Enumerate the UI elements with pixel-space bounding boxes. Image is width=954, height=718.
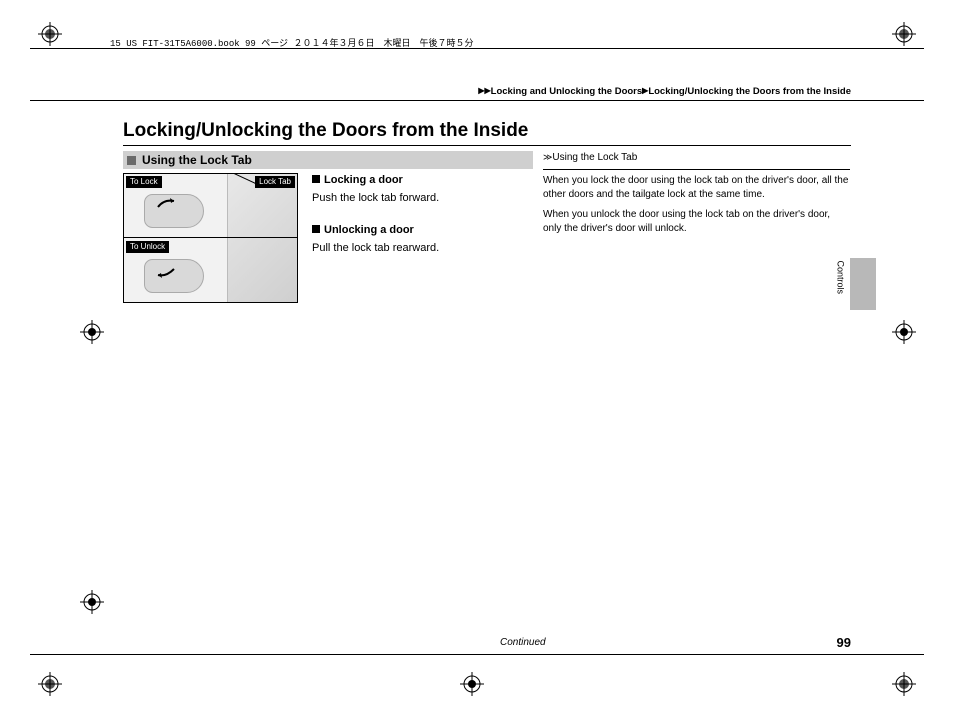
section-heading-text: Using the Lock Tab (142, 153, 252, 167)
diagram-label-lock-tab: Lock Tab (255, 176, 295, 188)
manual-page: 15 US FIT-31T5A6000.book 99 ページ ２０１４年３月６… (0, 0, 954, 718)
page-title-rule (123, 145, 851, 146)
subhead-unlocking: Unlocking a door (312, 223, 532, 239)
crop-mark-icon (892, 672, 916, 696)
subhead-locking-text: Locking a door (324, 174, 403, 186)
body-unlocking-text: Pull the lock tab rearward. (312, 241, 532, 257)
section-side-tab-label: Controls (836, 260, 846, 294)
info-column: ≫Using the Lock Tab When you lock the do… (543, 151, 850, 242)
running-header-rule (30, 48, 924, 49)
breadcrumb-b: Locking/Unlocking the Doors from the Ins… (648, 86, 851, 97)
section-heading-bar: Using the Lock Tab (123, 151, 533, 169)
info-heading-text: Using the Lock Tab (552, 152, 637, 163)
square-bullet-icon (312, 225, 320, 233)
info-paragraph-2: When you unlock the door using the lock … (543, 208, 850, 236)
section-side-tab (850, 258, 876, 310)
crop-mark-icon (892, 22, 916, 46)
breadcrumb: ▶▶Locking and Unlocking the Doors▶Lockin… (478, 86, 851, 97)
body-text-column: Locking a door Push the lock tab forward… (312, 173, 532, 257)
crop-mark-icon (38, 22, 62, 46)
subhead-unlocking-text: Unlocking a door (324, 224, 414, 236)
square-bullet-icon (312, 175, 320, 183)
diagram-label-to-lock: To Lock (126, 176, 162, 188)
continued-label: Continued (500, 637, 546, 648)
crop-mark-icon (80, 320, 104, 344)
subhead-locking: Locking a door (312, 173, 532, 189)
crop-mark-icon (892, 320, 916, 344)
frame-rule-top (30, 100, 924, 101)
triangle-icon: ▶▶ (478, 86, 490, 95)
page-number: 99 (837, 635, 851, 650)
body-locking-text: Push the lock tab forward. (312, 191, 532, 207)
page-title: Locking/Unlocking the Doors from the Ins… (123, 120, 528, 142)
chevrons-icon: ≫ (543, 152, 549, 162)
info-paragraph-1: When you lock the door using the lock ta… (543, 174, 850, 202)
square-bullet-icon (127, 156, 136, 165)
frame-rule-bottom (30, 654, 924, 655)
diagram-label-to-unlock: To Unlock (126, 241, 169, 253)
crop-mark-icon (80, 590, 104, 614)
crop-mark-icon (460, 672, 484, 696)
arrow-rearward-icon (156, 266, 176, 278)
breadcrumb-a: Locking and Unlocking the Doors (491, 86, 642, 97)
info-rule (543, 169, 850, 170)
info-heading: ≫Using the Lock Tab (543, 151, 850, 165)
arrow-forward-icon (156, 196, 176, 208)
crop-mark-icon (38, 672, 62, 696)
lock-tab-diagram: To Lock To Unlock Lock Tab (123, 173, 298, 303)
